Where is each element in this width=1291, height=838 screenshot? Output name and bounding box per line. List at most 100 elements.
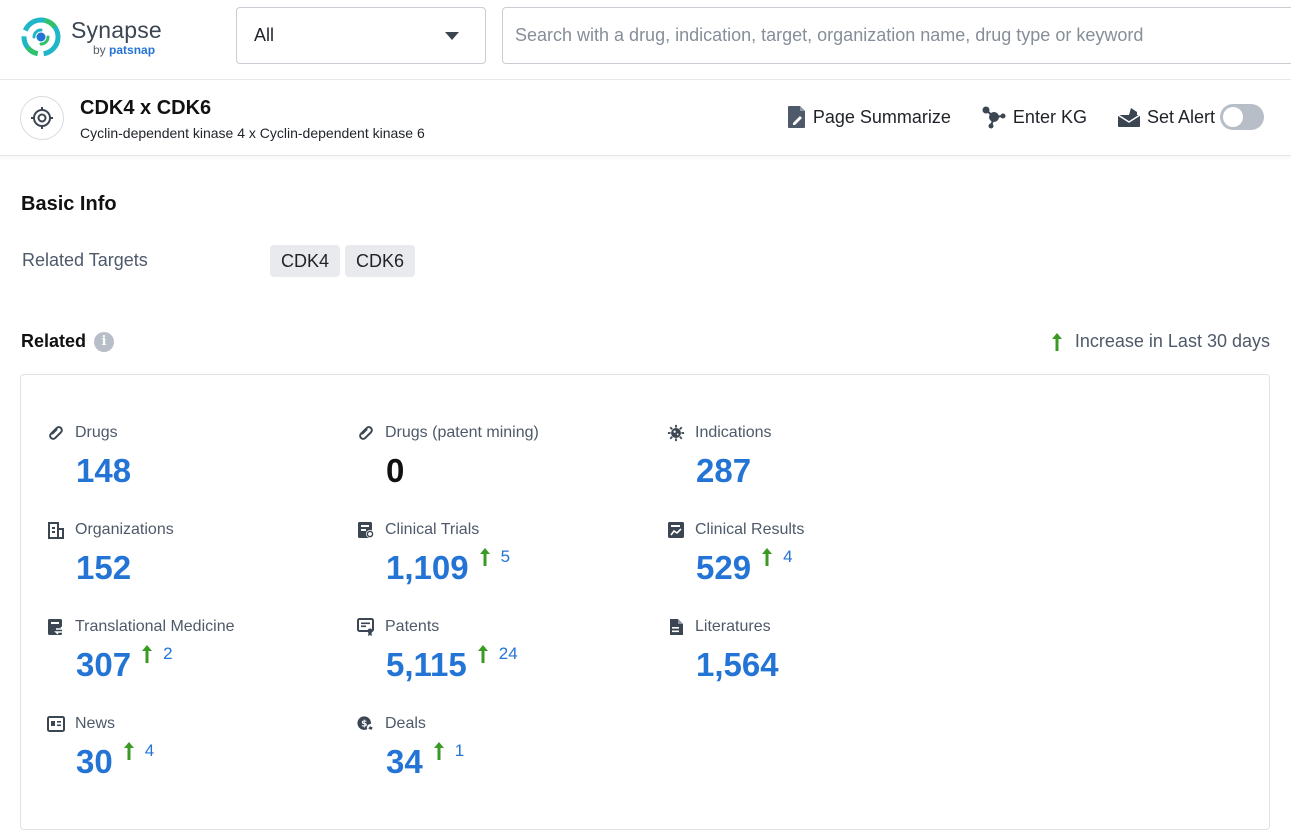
stat-clinical-trials-value[interactable]: 1,109 — [386, 546, 469, 590]
increase-legend-text: Increase in Last 30 days — [1075, 331, 1270, 352]
top-bar: Synapse by patsnap All — [0, 0, 1291, 80]
stat-clinical-trials-delta: 5 — [479, 547, 510, 567]
stat-organizations-label: Organizations — [75, 521, 174, 539]
svg-text:$: $ — [361, 720, 367, 730]
stat-clinical-results[interactable]: Clinical Results 529 4 — [667, 520, 804, 590]
related-stats-card: Drugs 148 Organizations 152 Translationa… — [20, 374, 1270, 830]
stat-drugs-patent-mining-label: Drugs (patent mining) — [385, 424, 539, 442]
logo-name: Synapse — [71, 17, 162, 43]
green-up-arrow-icon — [477, 644, 489, 664]
green-up-arrow-icon — [761, 547, 773, 567]
stat-patents-value[interactable]: 5,115 — [386, 643, 467, 687]
related-heading: Related i — [21, 331, 114, 352]
stat-deals-delta-value[interactable]: 1 — [455, 741, 464, 761]
stat-deals[interactable]: $ Deals 34 1 — [357, 714, 464, 784]
green-up-arrow-icon — [1051, 332, 1063, 352]
page-subtitle: Cyclin-dependent kinase 4 x Cyclin-depen… — [80, 125, 425, 141]
set-alert-label: Set Alert — [1147, 107, 1215, 128]
page-summarize-label: Page Summarize — [813, 107, 951, 128]
set-alert-control[interactable]: Set Alert — [1117, 104, 1264, 130]
basic-info-heading: Basic Info — [21, 193, 117, 216]
search-type-select[interactable]: All — [236, 7, 486, 64]
related-targets-chips: CDK4 CDK6 — [270, 245, 420, 277]
stat-indications-value[interactable]: 287 — [696, 449, 751, 493]
toggle-knob — [1223, 107, 1243, 127]
logo-by-text: by — [93, 43, 106, 57]
search-box[interactable] — [502, 7, 1291, 64]
stat-deals-label: Deals — [385, 715, 426, 733]
pill-icon — [47, 424, 65, 442]
stat-deals-value[interactable]: 34 — [386, 740, 423, 784]
handshake-icon: $ — [357, 715, 375, 733]
logo-byline: by patsnap — [93, 43, 162, 57]
caret-down-icon — [445, 32, 459, 40]
stat-news[interactable]: News 30 4 — [47, 714, 154, 784]
stat-drugs-value[interactable]: 148 — [76, 449, 131, 493]
newspaper-icon — [47, 715, 65, 733]
pill-icon — [357, 424, 375, 442]
stat-translational-medicine[interactable]: Translational Medicine 307 2 — [47, 617, 234, 687]
document-swap-icon — [47, 618, 65, 636]
increase-legend: Increase in Last 30 days — [1051, 331, 1270, 352]
synapse-logo[interactable]: Synapse by patsnap — [19, 13, 162, 61]
enter-kg-label: Enter KG — [1013, 107, 1087, 128]
stat-news-label: News — [75, 715, 115, 733]
stat-news-delta: 4 — [123, 741, 154, 761]
alert-mail-icon — [1117, 106, 1141, 128]
logo-brand: patsnap — [109, 43, 155, 57]
related-heading-text: Related — [21, 331, 86, 352]
set-alert-toggle[interactable] — [1220, 104, 1264, 130]
stat-patents-delta: 24 — [477, 644, 518, 664]
stat-literatures[interactable]: Literatures 1,564 — [667, 617, 779, 687]
stat-drugs-patent-mining-value: 0 — [386, 449, 404, 493]
green-up-arrow-icon — [433, 741, 445, 761]
stat-drugs-patent-mining[interactable]: Drugs (patent mining) 0 — [357, 423, 539, 493]
stat-organizations[interactable]: Organizations 152 — [47, 520, 174, 590]
virus-icon — [667, 424, 685, 442]
enter-kg-button[interactable]: Enter KG — [981, 105, 1087, 129]
green-up-arrow-icon — [123, 741, 135, 761]
stat-indications[interactable]: Indications 287 — [667, 423, 772, 493]
green-up-arrow-icon — [479, 547, 491, 567]
crosshair-icon — [30, 106, 54, 130]
stat-literatures-label: Literatures — [695, 618, 771, 636]
summarize-document-icon — [787, 105, 807, 129]
stat-patents-delta-value[interactable]: 24 — [499, 644, 518, 664]
stat-clinical-results-value[interactable]: 529 — [696, 546, 751, 590]
stat-indications-label: Indications — [695, 424, 772, 442]
stat-translational-medicine-value[interactable]: 307 — [76, 643, 131, 687]
stat-clinical-results-delta: 4 — [761, 547, 792, 567]
stat-drugs[interactable]: Drugs 148 — [47, 423, 131, 493]
stat-drugs-label: Drugs — [75, 424, 118, 442]
stat-translational-medicine-label: Translational Medicine — [75, 618, 234, 636]
synapse-logo-icon — [19, 15, 63, 59]
search-input[interactable] — [503, 8, 1291, 63]
stat-news-value[interactable]: 30 — [76, 740, 113, 784]
stat-clinical-trials-delta-value[interactable]: 5 — [501, 547, 510, 567]
related-targets-label: Related Targets — [22, 250, 148, 271]
stat-translational-medicine-delta-value[interactable]: 2 — [163, 644, 172, 664]
stat-clinical-trials[interactable]: Clinical Trials 1,109 5 — [357, 520, 510, 590]
stat-patents[interactable]: Patents 5,115 24 — [357, 617, 518, 687]
stat-organizations-value[interactable]: 152 — [76, 546, 131, 590]
stat-patents-label: Patents — [385, 618, 439, 636]
target-chip-cdk4[interactable]: CDK4 — [270, 245, 340, 277]
green-up-arrow-icon — [141, 644, 153, 664]
clipboard-icon — [357, 521, 375, 539]
info-icon[interactable]: i — [94, 332, 114, 352]
stat-clinical-results-label: Clinical Results — [695, 521, 804, 539]
target-chip-cdk6[interactable]: CDK6 — [345, 245, 415, 277]
page-summarize-button[interactable]: Page Summarize — [787, 105, 951, 129]
chart-report-icon — [667, 521, 685, 539]
building-icon — [47, 521, 65, 539]
file-icon — [667, 618, 685, 636]
stat-translational-medicine-delta: 2 — [141, 644, 172, 664]
stat-literatures-value[interactable]: 1,564 — [696, 643, 779, 687]
header-actions: Page Summarize Enter KG Set Alert — [757, 104, 1264, 130]
page-title: CDK4 x CDK6 — [80, 97, 211, 120]
stat-clinical-results-delta-value[interactable]: 4 — [783, 547, 792, 567]
target-icon — [20, 96, 64, 140]
stat-news-delta-value[interactable]: 4 — [145, 741, 154, 761]
knowledge-graph-icon — [981, 105, 1007, 129]
patent-icon — [357, 618, 375, 636]
